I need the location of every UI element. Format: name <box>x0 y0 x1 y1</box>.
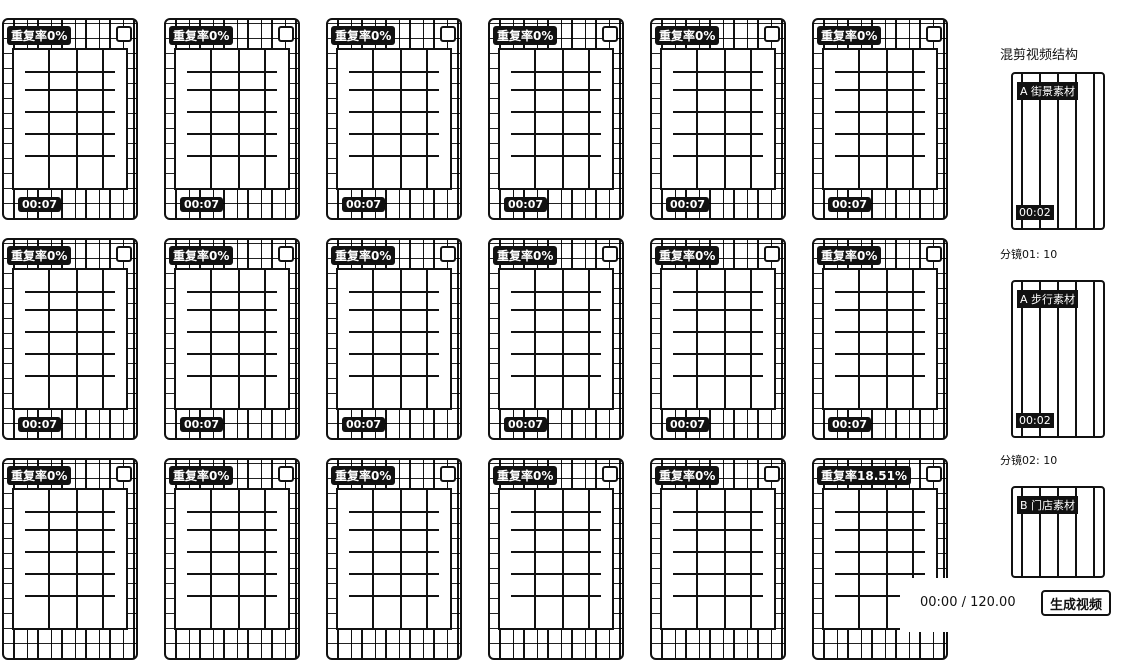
select-checkbox[interactable] <box>116 466 132 482</box>
select-checkbox[interactable] <box>278 26 294 42</box>
duplicate-rate-badge: 重复率0% <box>655 26 720 45</box>
clip-duration: 00:07 <box>666 197 710 212</box>
clip-thumbnail <box>174 268 290 410</box>
clip-tile[interactable]: 重复率0% 00:07 <box>326 18 462 220</box>
duplicate-rate-badge: 重复率0% <box>169 26 234 45</box>
clip-tile[interactable]: 重复率0% 00:07 <box>326 238 462 440</box>
duplicate-rate-badge: 重复率0% <box>7 466 72 485</box>
select-checkbox[interactable] <box>764 246 780 262</box>
clip-thumbnail <box>660 48 776 190</box>
select-checkbox[interactable] <box>926 466 942 482</box>
clip-tile[interactable]: 重复率0% 00:07 <box>488 18 624 220</box>
select-checkbox[interactable] <box>602 246 618 262</box>
clip-duration: 00:07 <box>342 417 386 432</box>
select-checkbox[interactable] <box>926 246 942 262</box>
clip-thumbnail <box>174 48 290 190</box>
segment-tag: A 街景素材 <box>1017 82 1079 100</box>
clip-tile[interactable]: 重复率0% <box>164 458 300 660</box>
select-checkbox[interactable] <box>440 26 456 42</box>
segment-label: 分镜01: 10 <box>1000 248 1058 261</box>
clip-tile[interactable]: 重复率0% 00:07 <box>812 18 948 220</box>
duplicate-rate-badge: 重复率0% <box>169 466 234 485</box>
clip-duration: 00:07 <box>504 417 548 432</box>
clip-duration: 00:07 <box>180 197 224 212</box>
segment-preview[interactable]: B 门店素材 <box>1011 486 1105 578</box>
select-checkbox[interactable] <box>116 246 132 262</box>
clip-thumbnail <box>336 488 452 630</box>
select-checkbox[interactable] <box>278 466 294 482</box>
select-checkbox[interactable] <box>116 26 132 42</box>
clip-thumbnail <box>498 268 614 410</box>
clip-thumbnail <box>12 268 128 410</box>
duplicate-rate-badge: 重复率0% <box>817 246 882 265</box>
segment-preview[interactable]: A 步行素材 00:02 <box>1011 280 1105 438</box>
clip-thumbnail <box>660 268 776 410</box>
clip-thumbnail <box>336 48 452 190</box>
clip-duration: 00:07 <box>18 197 62 212</box>
clip-tile[interactable]: 重复率0% <box>2 458 138 660</box>
clip-thumbnail <box>336 268 452 410</box>
panel-title: 混剪视频结构 <box>1000 48 1079 63</box>
select-checkbox[interactable] <box>440 246 456 262</box>
clip-tile[interactable]: 重复率0% 00:07 <box>2 238 138 440</box>
generate-video-button[interactable]: 生成视频 <box>1041 590 1111 616</box>
clip-tile[interactable]: 重复率0% 00:07 <box>488 238 624 440</box>
segment-preview[interactable]: A 街景素材 00:02 <box>1011 72 1105 230</box>
select-checkbox[interactable] <box>602 26 618 42</box>
select-checkbox[interactable] <box>602 466 618 482</box>
select-checkbox[interactable] <box>926 26 942 42</box>
clip-tile[interactable]: 重复率0% 00:07 <box>164 238 300 440</box>
clip-duration: 00:07 <box>828 197 872 212</box>
clip-tile[interactable]: 重复率0% 00:07 <box>2 18 138 220</box>
segment-duration: 00:02 <box>1016 413 1054 428</box>
clip-thumbnail <box>498 48 614 190</box>
duplicate-rate-badge: 重复率0% <box>169 246 234 265</box>
clip-duration: 00:07 <box>666 417 710 432</box>
clip-duration: 00:07 <box>180 417 224 432</box>
clip-thumbnail <box>174 488 290 630</box>
segment-label: 分镜02: 10 <box>1000 454 1058 467</box>
select-checkbox[interactable] <box>764 26 780 42</box>
clip-duration: 00:07 <box>18 417 62 432</box>
clip-tile[interactable]: 重复率0% <box>650 458 786 660</box>
duplicate-rate-badge: 重复率0% <box>493 466 558 485</box>
duplicate-rate-badge: 重复率18.51% <box>817 466 911 485</box>
select-checkbox[interactable] <box>440 466 456 482</box>
duplicate-rate-badge: 重复率0% <box>331 26 396 45</box>
video-structure-panel: 混剪视频结构 A 街景素材 00:02 分镜01: 10 A 步行素材 00:0… <box>985 0 1122 632</box>
playback-timecode: 00:00 / 120.00 <box>920 595 1016 610</box>
duplicate-rate-badge: 重复率0% <box>655 246 720 265</box>
duplicate-rate-badge: 重复率0% <box>7 246 72 265</box>
clip-tile[interactable]: 重复率0% <box>488 458 624 660</box>
clip-tile[interactable]: 重复率0% 00:07 <box>164 18 300 220</box>
duplicate-rate-badge: 重复率0% <box>493 26 558 45</box>
clip-duration: 00:07 <box>828 417 872 432</box>
clip-tile[interactable]: 重复率0% 00:07 <box>650 238 786 440</box>
clip-tile[interactable]: 重复率0% 00:07 <box>650 18 786 220</box>
segment-duration: 00:02 <box>1016 205 1054 220</box>
select-checkbox[interactable] <box>278 246 294 262</box>
segment-tag: A 步行素材 <box>1017 290 1079 308</box>
duplicate-rate-badge: 重复率0% <box>331 246 396 265</box>
duplicate-rate-badge: 重复率0% <box>7 26 72 45</box>
duplicate-rate-badge: 重复率0% <box>655 466 720 485</box>
clip-duration: 00:07 <box>504 197 548 212</box>
segment-tag: B 门店素材 <box>1017 496 1079 514</box>
clip-thumbnail <box>822 48 938 190</box>
clip-tile[interactable]: 重复率0% 00:07 <box>812 238 948 440</box>
clip-thumbnail <box>822 268 938 410</box>
player-bar: 00:00 / 120.00 生成视频 <box>900 578 1122 632</box>
select-checkbox[interactable] <box>764 466 780 482</box>
duplicate-rate-badge: 重复率0% <box>331 466 396 485</box>
duplicate-rate-badge: 重复率0% <box>493 246 558 265</box>
clip-thumbnail <box>498 488 614 630</box>
clip-thumbnail <box>12 488 128 630</box>
clip-thumbnail <box>12 48 128 190</box>
clip-tile[interactable]: 重复率0% <box>326 458 462 660</box>
clip-duration: 00:07 <box>342 197 386 212</box>
clip-thumbnail <box>660 488 776 630</box>
duplicate-rate-badge: 重复率0% <box>817 26 882 45</box>
